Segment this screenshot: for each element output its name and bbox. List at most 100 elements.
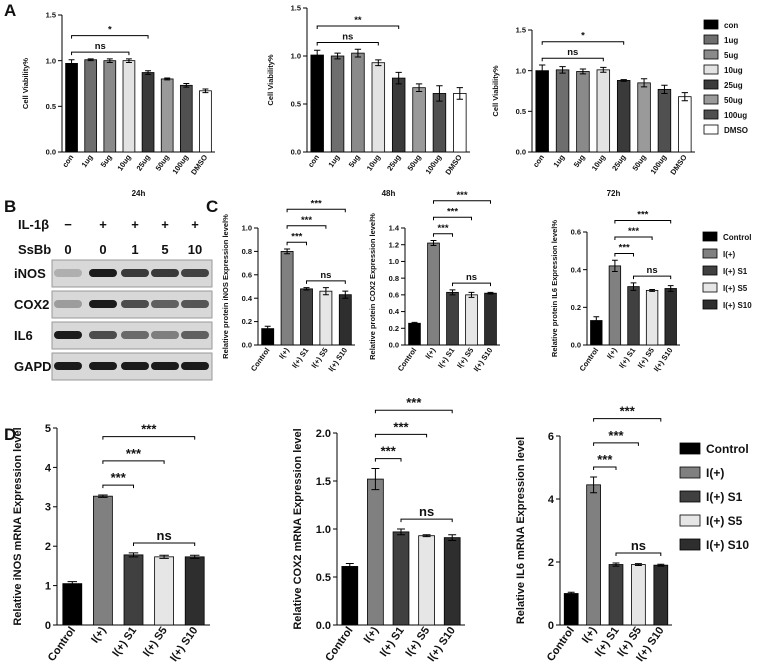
y-tick-label: 3 bbox=[45, 502, 51, 514]
legend-swatch bbox=[702, 248, 718, 259]
legend-label: Control bbox=[723, 233, 751, 242]
error-bar bbox=[397, 528, 405, 536]
x-tick-label: I(+) bbox=[580, 625, 600, 646]
legend-label: I(+) S10 bbox=[706, 538, 749, 552]
y-tick-label: 0 bbox=[548, 620, 554, 632]
legend-swatch bbox=[679, 514, 701, 527]
treatment-label: SsBb bbox=[18, 242, 51, 257]
bar bbox=[184, 556, 205, 626]
y-tick-label: 2.0 bbox=[316, 428, 331, 440]
x-tick-label: con bbox=[531, 153, 546, 169]
error-bar bbox=[334, 52, 341, 60]
x-tick-label: I(+) S1 bbox=[617, 346, 637, 370]
y-tick-label: 0.0 bbox=[389, 341, 399, 350]
x-tick-label: con bbox=[306, 153, 321, 169]
x-tick-label: 5ug bbox=[99, 153, 114, 169]
significance-bracket bbox=[306, 280, 346, 284]
blot-band bbox=[151, 331, 179, 339]
bar bbox=[408, 322, 421, 346]
treatment-value: 5 bbox=[161, 242, 168, 257]
y-tick-label: 0.2 bbox=[571, 303, 581, 312]
significance-label: ns bbox=[419, 504, 434, 519]
bar bbox=[616, 80, 631, 153]
legend-swatch bbox=[703, 79, 719, 90]
bar bbox=[586, 484, 601, 626]
bar bbox=[122, 60, 136, 153]
error-bar bbox=[128, 552, 139, 558]
y-tick-label: 0.5 bbox=[516, 107, 526, 116]
x-tick-label: I(+) bbox=[605, 346, 619, 361]
legend-label: 10ug bbox=[724, 66, 743, 75]
y-tick-label: 1.5 bbox=[46, 11, 56, 20]
panel-label: C bbox=[206, 197, 218, 216]
treatment-value: 1 bbox=[131, 242, 138, 257]
x-tick-label: 50ug bbox=[406, 153, 424, 173]
panel-label: A bbox=[4, 1, 16, 20]
error-bar bbox=[449, 289, 456, 296]
significance-label: *** bbox=[381, 444, 397, 459]
x-tick-label: DMSO bbox=[189, 153, 209, 177]
y-tick-label: 0.0 bbox=[242, 341, 252, 350]
error-bar bbox=[415, 83, 423, 93]
legend-swatch bbox=[703, 109, 719, 120]
x-tick-label: 100ug bbox=[424, 153, 444, 176]
treatment-value: + bbox=[99, 217, 107, 232]
error-bar bbox=[411, 321, 418, 325]
significance-label: *** bbox=[393, 419, 409, 434]
error-bar bbox=[487, 291, 494, 295]
legend-label: I(+) S10 bbox=[723, 301, 752, 310]
error-bar bbox=[395, 71, 402, 85]
error-bar bbox=[634, 563, 642, 566]
bar bbox=[84, 59, 98, 153]
error-bar bbox=[87, 58, 94, 62]
legend-swatch bbox=[703, 49, 719, 60]
y-tick-label: 0.5 bbox=[316, 572, 331, 584]
significance-label: *** bbox=[628, 226, 639, 237]
treatment-value: − bbox=[64, 217, 72, 232]
x-axis-title: 24h bbox=[132, 189, 146, 198]
bar bbox=[341, 566, 359, 626]
x-tick-label: I(+) S1 bbox=[436, 346, 456, 370]
panel-label: B bbox=[4, 197, 16, 216]
legend-swatch bbox=[679, 466, 701, 479]
significance-label: *** bbox=[608, 428, 624, 443]
legend-swatch bbox=[703, 64, 719, 75]
blot-band bbox=[121, 269, 149, 277]
y-tick-label: 0.4 bbox=[242, 294, 253, 303]
bar bbox=[596, 69, 611, 153]
y-tick-label: 2 bbox=[45, 541, 51, 553]
treatment-value: + bbox=[131, 217, 139, 232]
bar bbox=[576, 71, 590, 153]
error-bar bbox=[579, 68, 587, 75]
error-bar bbox=[422, 534, 431, 538]
y-tick-label: 0.6 bbox=[571, 228, 581, 237]
significance-label: ns bbox=[647, 265, 658, 276]
bar bbox=[535, 70, 549, 153]
blot-row-label: iNOS bbox=[14, 266, 46, 281]
y-tick-label: 1.0 bbox=[316, 524, 331, 536]
legend-swatch bbox=[703, 94, 719, 105]
y-tick-label: 0.0 bbox=[316, 620, 331, 632]
blot-band bbox=[181, 269, 209, 277]
blot-row-label: GAPDH bbox=[14, 359, 61, 374]
bar bbox=[179, 84, 193, 153]
error-bar bbox=[657, 563, 665, 567]
x-tick-label: con bbox=[60, 153, 75, 169]
error-bar bbox=[593, 316, 600, 325]
error-bar bbox=[630, 282, 637, 291]
significance-bracket bbox=[102, 484, 134, 489]
y-tick-label: 1.5 bbox=[316, 476, 331, 488]
x-tick-label: 100ug bbox=[649, 153, 669, 176]
y-axis-title: Relative COX2 mRNA Expression level bbox=[292, 428, 304, 629]
bar bbox=[484, 292, 497, 346]
x-tick-label: I(+) S10 bbox=[472, 346, 495, 373]
significance-bracket bbox=[593, 466, 617, 471]
significance-label: *** bbox=[301, 215, 312, 226]
x-tick-label: 25ug bbox=[610, 153, 628, 173]
bar bbox=[371, 62, 386, 153]
legend-label: I(+) S1 bbox=[706, 490, 743, 504]
y-tick-label: 1.5 bbox=[516, 26, 526, 35]
legend-label: I(+) S5 bbox=[706, 514, 743, 528]
y-tick-label: 1.0 bbox=[389, 257, 399, 266]
